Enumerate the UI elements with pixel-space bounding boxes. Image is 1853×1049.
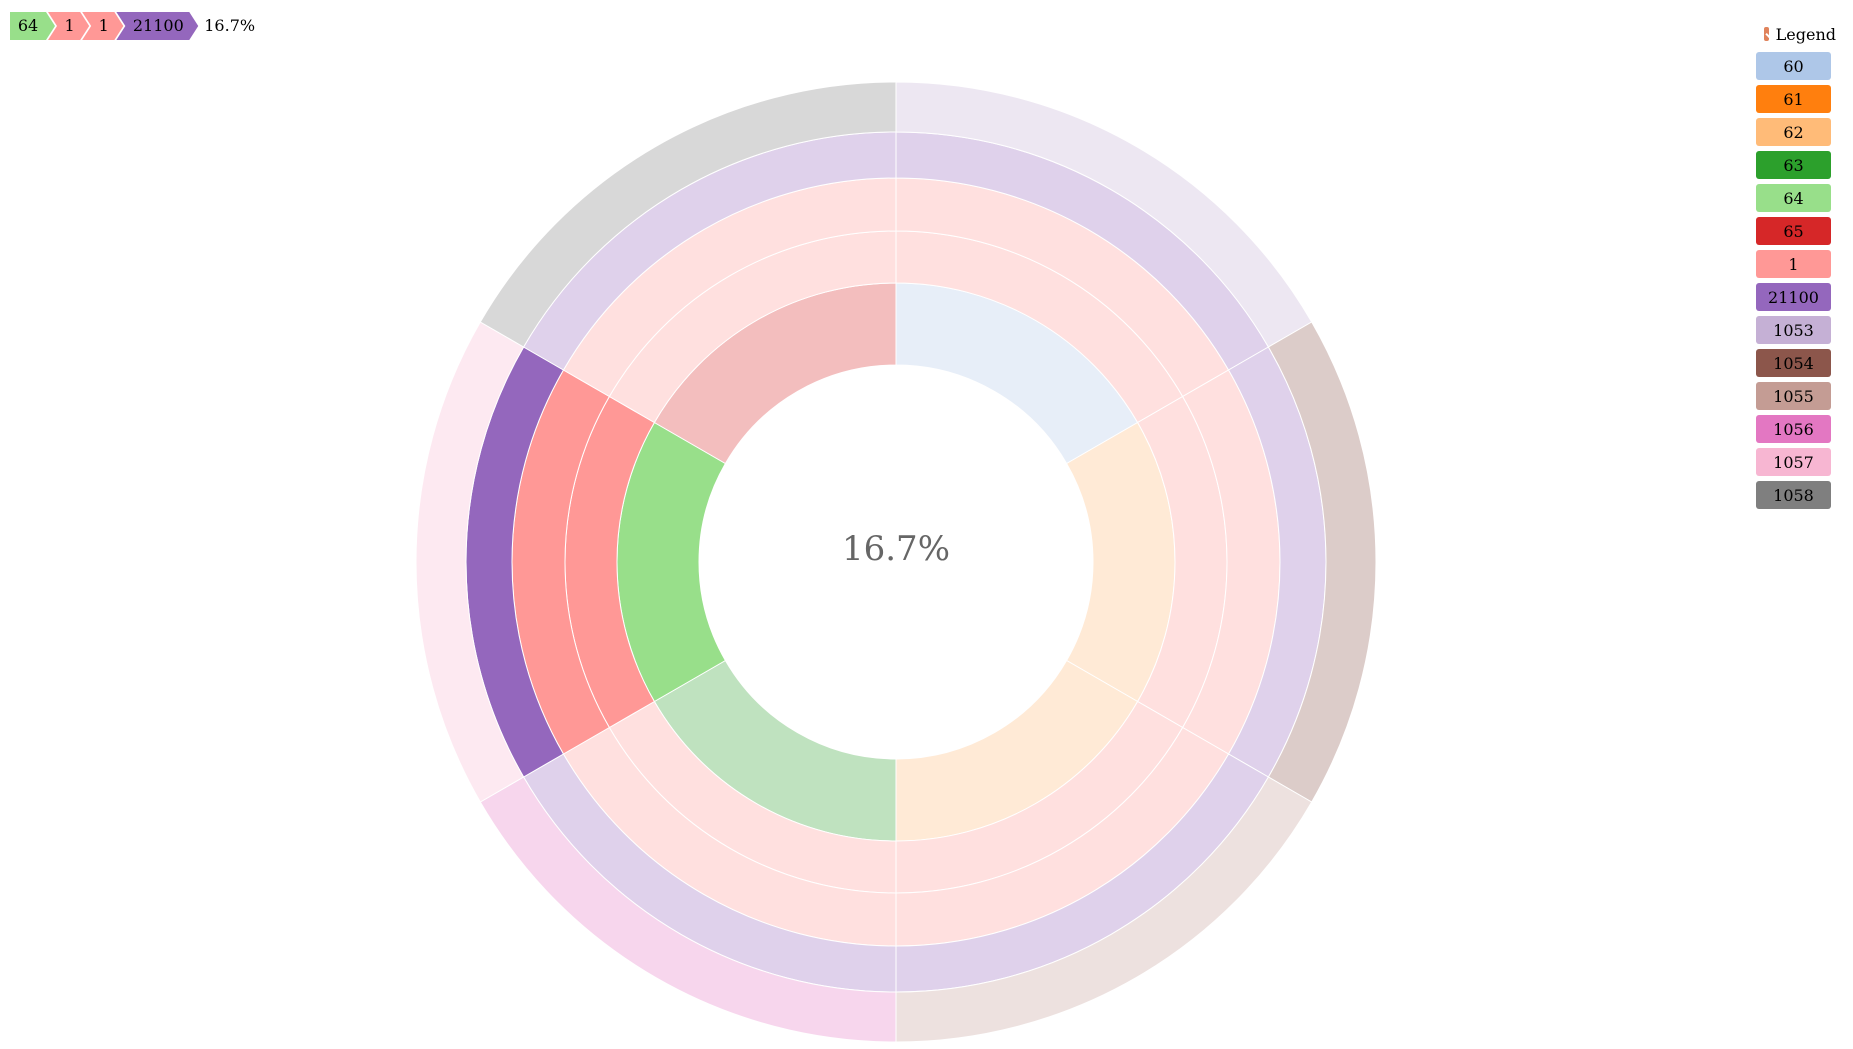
breadcrumb: 64 1 1 21100 16.7%	[10, 12, 255, 40]
legend-item-1053[interactable]: 1053	[1756, 316, 1831, 344]
legend-item-1055[interactable]: 1055	[1756, 382, 1831, 410]
legend: Legend 60 61 62 63 64 65 1 21100 1053 1054 1055 105…	[1756, 22, 1836, 509]
breadcrumb-label-0: 64	[18, 16, 38, 35]
breadcrumb-percentage: 16.7%	[204, 16, 255, 35]
breadcrumb-shape-1	[48, 12, 90, 40]
arc-level5-1058-5[interactable]	[479, 81, 897, 348]
center-percentage-label: 16.7%	[842, 529, 950, 569]
legend-item-60[interactable]: 60	[1756, 52, 1831, 80]
breadcrumb-item-2[interactable]: 1	[82, 12, 124, 40]
legend-list: 60 61 62 63 64 65 1 21100 1053 1054 1055 1056 1057 10…	[1756, 52, 1836, 509]
legend-checkbox[interactable]	[1764, 27, 1769, 41]
breadcrumb-item-1[interactable]: 1	[48, 12, 90, 40]
breadcrumb-trail: 64 1 1 21100 16.7%	[10, 12, 255, 40]
legend-item-1057[interactable]: 1057	[1756, 448, 1831, 476]
legend-item-1054[interactable]: 1054	[1756, 349, 1831, 377]
breadcrumb-shape-2	[82, 12, 124, 40]
legend-item-1[interactable]: 1	[1756, 250, 1831, 278]
legend-title: Legend	[1775, 24, 1836, 44]
legend-item-62[interactable]: 62	[1756, 118, 1831, 146]
breadcrumb-label-2: 1	[99, 16, 109, 35]
legend-item-21100[interactable]: 21100	[1756, 283, 1831, 311]
breadcrumb-label-3: 21100	[133, 16, 184, 35]
breadcrumb-item-3[interactable]: 21100	[116, 12, 199, 40]
sunburst-arcs	[415, 81, 1377, 1043]
legend-item-63[interactable]: 63	[1756, 151, 1831, 179]
breadcrumb-shape-0	[10, 12, 55, 40]
legend-item-1058[interactable]: 1058	[1756, 481, 1831, 509]
legend-item-61[interactable]: 61	[1756, 85, 1831, 113]
legend-item-1056[interactable]: 1056	[1756, 415, 1831, 443]
breadcrumb-shape-3	[116, 12, 199, 40]
legend-header[interactable]: Legend	[1756, 22, 1836, 46]
breadcrumb-label-1: 1	[64, 16, 74, 35]
legend-item-65[interactable]: 65	[1756, 217, 1831, 245]
legend-item-64[interactable]: 64	[1756, 184, 1831, 212]
breadcrumb-item-0[interactable]: 64	[10, 12, 55, 40]
